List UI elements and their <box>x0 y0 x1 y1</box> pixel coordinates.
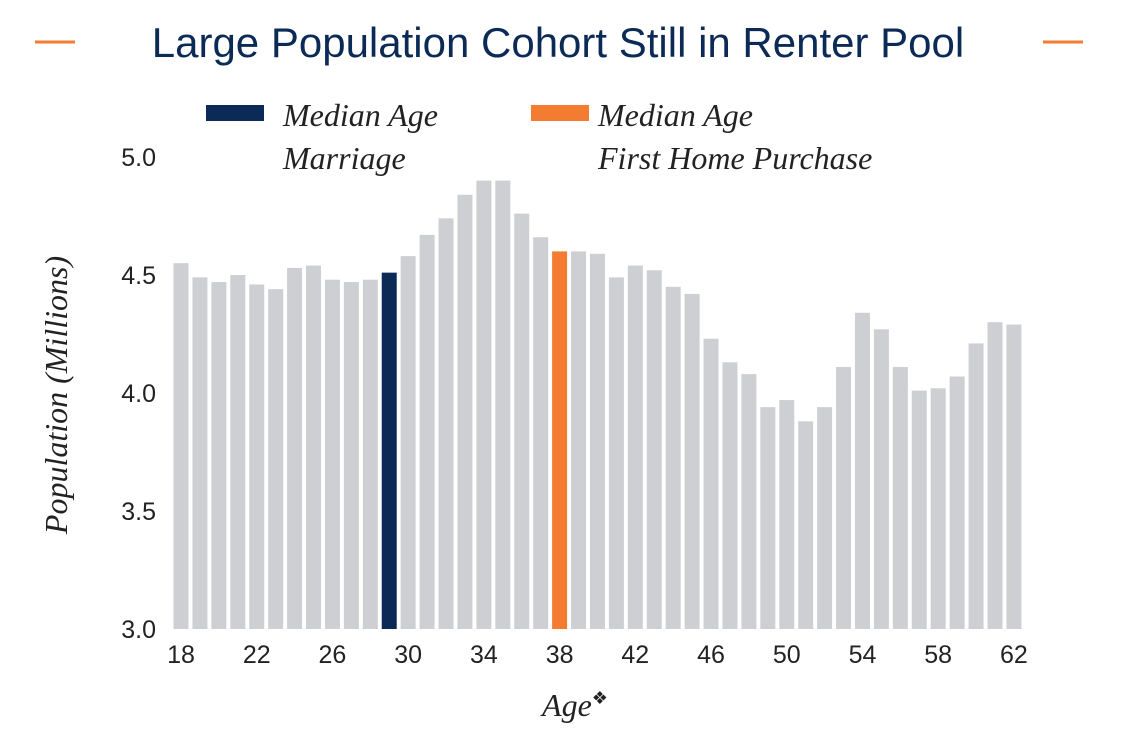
y-tick-label: 4.5 <box>121 262 156 290</box>
bar-age-62 <box>1006 324 1022 629</box>
bar-age-53 <box>836 367 852 629</box>
x-tick-label: 50 <box>773 641 801 669</box>
x-tick-label: 22 <box>243 641 271 669</box>
bar-age-56 <box>892 367 908 629</box>
x-axis-title-marker: ❖ <box>592 688 608 708</box>
bar-age-46 <box>703 338 719 629</box>
x-tick-label: 18 <box>167 641 195 669</box>
bar-age-28 <box>362 279 378 629</box>
bar-age-23 <box>268 289 284 629</box>
bar-age-34 <box>476 180 492 629</box>
bar-age-35 <box>495 180 511 629</box>
x-axis-title: Age❖ <box>540 687 608 723</box>
bar-age-49 <box>760 407 776 629</box>
bar-age-60 <box>968 343 984 629</box>
bar-age-54 <box>854 312 870 629</box>
bars <box>173 180 1022 630</box>
x-tick-label: 58 <box>924 641 952 669</box>
bar-age-58 <box>930 388 946 629</box>
bar-age-21 <box>230 275 246 629</box>
bar-age-33 <box>457 194 473 629</box>
bar-age-24 <box>287 267 303 629</box>
y-axis-title: Population (Millions) <box>38 256 74 535</box>
x-tick-label: 30 <box>394 641 422 669</box>
bar-age-30 <box>400 256 416 629</box>
legend-home-line2: First Home Purchase <box>597 140 872 176</box>
bar-age-48 <box>741 374 757 629</box>
x-tick-label: 54 <box>849 641 877 669</box>
x-tick-labels: 18 22 26 30 34 38 42 46 50 54 58 62 <box>167 641 1028 669</box>
x-tick-label: 34 <box>470 641 498 669</box>
x-tick-label: 26 <box>319 641 347 669</box>
y-tick-label: 4.0 <box>121 380 156 408</box>
bar-age-32 <box>438 218 454 630</box>
y-tick-label: 5.0 <box>121 144 156 172</box>
chart-title: Large Population Cohort Still in Renter … <box>152 19 964 66</box>
bar-age-41 <box>608 277 624 629</box>
bar-age-59 <box>949 376 965 629</box>
bar-age-39 <box>571 251 587 629</box>
bar-age-25 <box>306 265 322 629</box>
bar-age-19 <box>192 277 208 629</box>
legend-swatch-home <box>531 105 589 121</box>
bar-age-40 <box>589 253 605 629</box>
legend-marriage-line2: Marriage <box>282 140 406 176</box>
bar-age-45 <box>684 293 700 629</box>
bar-age-27 <box>343 282 359 629</box>
bar-age-55 <box>873 329 889 629</box>
legend-home-line1: Median Age <box>597 97 753 133</box>
bar-age-18 <box>173 263 189 629</box>
legend-marriage-line1: Median Age <box>282 97 438 133</box>
bar-age-22 <box>249 284 265 629</box>
bar-age-31 <box>419 234 435 629</box>
y-tick-labels: 3.0 3.5 4.0 4.5 5.0 <box>121 144 156 644</box>
y-tick-label: 3.5 <box>121 498 156 526</box>
bar-age-42 <box>627 265 643 629</box>
x-tick-label: 62 <box>1000 641 1028 669</box>
bar-age-26 <box>324 279 340 629</box>
bar-age-29-marriage <box>381 272 397 629</box>
bar-age-37 <box>533 237 549 630</box>
x-axis-title-text: Age <box>540 687 592 723</box>
bar-age-52 <box>817 407 833 629</box>
bar-age-57 <box>911 390 927 629</box>
bar-age-51 <box>798 421 814 629</box>
bar-age-50 <box>779 400 795 629</box>
x-tick-label: 38 <box>546 641 574 669</box>
legend-swatch-marriage <box>206 105 264 121</box>
bar-age-38-home <box>552 251 568 629</box>
x-tick-label: 46 <box>697 641 725 669</box>
y-tick-label: 3.0 <box>121 616 156 644</box>
bar-age-20 <box>211 282 227 629</box>
bar-age-47 <box>722 362 738 629</box>
bar-age-36 <box>514 213 530 629</box>
x-tick-label: 42 <box>621 641 649 669</box>
bar-age-44 <box>665 286 681 629</box>
bar-age-43 <box>646 270 662 629</box>
bar-age-61 <box>987 322 1003 629</box>
